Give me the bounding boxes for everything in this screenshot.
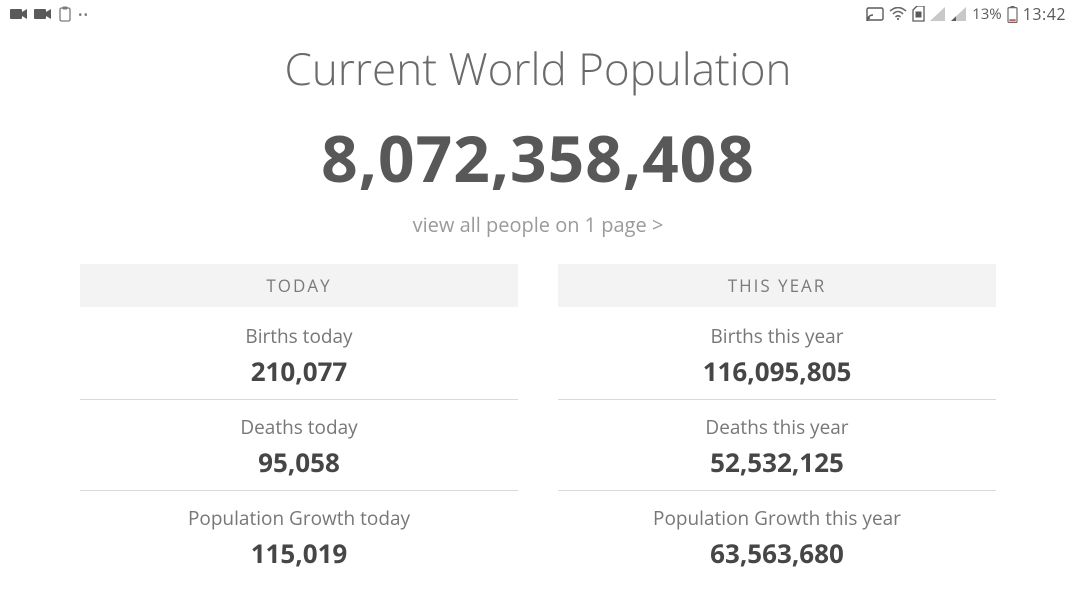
cast-icon xyxy=(866,7,884,22)
today-header: TODAY xyxy=(80,264,518,307)
stat-value: 115,019 xyxy=(80,535,518,571)
wifi-icon xyxy=(889,7,907,21)
deaths-today-stat: Deaths today 95,058 xyxy=(80,400,518,491)
page-title: Current World Population xyxy=(40,38,1036,98)
clock-time: 13:42 xyxy=(1023,3,1066,25)
android-status-bar: •• 13% 13:42 xyxy=(0,0,1076,26)
stat-label: Births this year xyxy=(558,323,996,349)
stat-label: Deaths today xyxy=(80,414,518,440)
year-column: THIS YEAR Births this year 116,095,805 D… xyxy=(558,264,996,581)
sim-icon xyxy=(912,6,925,22)
more-icon: •• xyxy=(78,6,89,23)
battery-icon xyxy=(1007,6,1018,23)
signal-icon xyxy=(951,7,967,21)
main-content: Current World Population 8,072,358,408 v… xyxy=(0,26,1076,581)
growth-year-stat: Population Growth this year 63,563,680 xyxy=(558,491,996,581)
stats-columns: TODAY Births today 210,077 Deaths today … xyxy=(40,264,1036,581)
year-header: THIS YEAR xyxy=(558,264,996,307)
stat-label: Population Growth this year xyxy=(558,505,996,531)
camera-icon xyxy=(10,7,28,21)
clipboard-icon xyxy=(58,6,72,22)
status-right-icons: 13% 13:42 xyxy=(866,3,1066,25)
signal-icon xyxy=(930,7,946,21)
camera-icon xyxy=(34,7,52,21)
view-all-link[interactable]: view all people on 1 page > xyxy=(413,211,664,238)
today-column: TODAY Births today 210,077 Deaths today … xyxy=(80,264,518,581)
battery-percent: 13% xyxy=(972,4,1002,24)
growth-today-stat: Population Growth today 115,019 xyxy=(80,491,518,581)
births-today-stat: Births today 210,077 xyxy=(80,309,518,400)
births-year-stat: Births this year 116,095,805 xyxy=(558,309,996,400)
stat-value: 210,077 xyxy=(80,353,518,389)
stat-label: Births today xyxy=(80,323,518,349)
world-population-count: 8,072,358,408 xyxy=(40,114,1036,201)
deaths-year-stat: Deaths this year 52,532,125 xyxy=(558,400,996,491)
stat-value: 63,563,680 xyxy=(558,535,996,571)
stat-value: 52,532,125 xyxy=(558,444,996,480)
stat-value: 116,095,805 xyxy=(558,353,996,389)
status-left-icons: •• xyxy=(10,6,89,23)
stat-label: Deaths this year xyxy=(558,414,996,440)
stat-label: Population Growth today xyxy=(80,505,518,531)
stat-value: 95,058 xyxy=(80,444,518,480)
